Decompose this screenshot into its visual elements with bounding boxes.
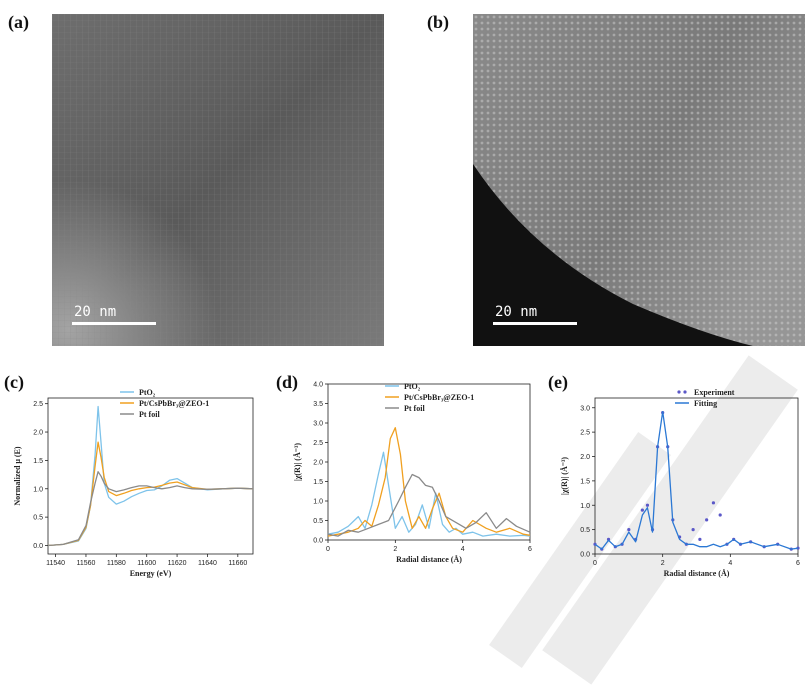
x-tick-label: 2: [393, 546, 397, 553]
experiment-point: [698, 537, 702, 541]
legend-marker: [677, 390, 681, 394]
y-tick-label: 2.0: [580, 454, 590, 461]
legend-label: Pt foil: [404, 404, 425, 413]
series-line-1: [47, 441, 254, 547]
legend-marker: [683, 390, 687, 394]
y-tick-label: 0.0: [313, 538, 323, 545]
y-tick-label: 1.0: [313, 499, 323, 506]
y-tick-label: 0.0: [580, 552, 590, 559]
series-line-1: [594, 411, 799, 550]
series-line-2: [47, 471, 254, 547]
x-tick-label: 4: [461, 546, 465, 553]
y-tick-label: 3.0: [580, 405, 590, 412]
y-tick-label: 0.0: [33, 543, 43, 550]
y-tick-label: 1.0: [580, 503, 590, 510]
panel-label-c: (c): [4, 372, 24, 392]
experiment-point: [645, 503, 650, 507]
y-tick-label: 0.5: [33, 515, 43, 522]
legend-label: Fitting: [694, 399, 717, 408]
x-tick-label: 0: [593, 560, 597, 567]
panel-label-e: (e): [548, 372, 568, 392]
y-tick-label: 2.5: [33, 401, 43, 408]
legend-label: Experiment: [694, 388, 735, 397]
y-tick-label: 2.0: [313, 460, 323, 467]
x-tick-label: 11560: [76, 560, 95, 567]
x-axis-label: Radial distance (Å): [396, 555, 462, 564]
y-tick-label: 0.5: [580, 527, 590, 534]
xanes-chart-c: 11540 11560 11580 11600 11620 11640 11660 0.0 0.…: [0, 378, 262, 578]
y-tick-label: 1.5: [313, 479, 323, 486]
panel-label-a: (a): [8, 12, 29, 32]
x-tick-label: 11620: [168, 560, 187, 567]
series-line-0: [327, 451, 531, 537]
y-tick-label: 2.5: [313, 440, 323, 447]
y-tick-label: 0.5: [313, 518, 323, 525]
x-axis-label: Radial distance (Å): [664, 569, 730, 578]
experiment-point: [705, 518, 709, 522]
scale-text-a: 20 nm: [74, 304, 117, 320]
experiment-point: [606, 537, 611, 541]
y-axis-label: Normalized μ (E): [13, 446, 22, 506]
legend-label: PtO₂: [139, 388, 156, 397]
x-tick-label: 0: [326, 546, 330, 553]
y-tick-label: 2.0: [33, 430, 43, 437]
y-axis-label: |χ(R)| (Å⁻³): [560, 457, 569, 495]
y-tick-label: 1.5: [33, 458, 43, 465]
plot-frame: [594, 397, 799, 555]
experiment-point: [627, 528, 631, 532]
legend-label: PtO₂: [404, 382, 421, 391]
x-axis-label: Energy (eV): [130, 569, 172, 578]
y-tick-label: 3.0: [313, 421, 323, 428]
scale-bar-b: [493, 322, 577, 325]
scale-text-b: 20 nm: [495, 304, 538, 320]
x-tick-label: 11660: [228, 560, 247, 567]
y-tick-label: 2.5: [580, 430, 590, 437]
experiment-point: [718, 513, 722, 517]
x-tick-label: 11600: [137, 560, 156, 567]
experiment-point: [691, 528, 695, 532]
x-tick-label: 4: [728, 560, 732, 567]
experiment-point: [711, 501, 716, 505]
y-tick-label: 1.5: [580, 478, 590, 485]
x-tick-label: 11540: [46, 560, 65, 567]
series-line-0: [47, 405, 254, 547]
legend-label: Pt foil: [139, 410, 160, 419]
exafs-fit-chart-e: 0 2 4 6 0.0 0.5 1.0 1.5 2.0 2.5 3.0 Radial distance…: [545, 378, 807, 578]
plot-frame: [47, 397, 254, 555]
legend-label: Pt/CsPbBr₃@ZEO-1: [139, 399, 209, 408]
exafs-chart-d: 0 2 4 6 0.0 0.5 1.0 1.5 2.0 2.5 3.0 3.5 4.0 Radial di…: [270, 378, 540, 578]
x-tick-label: 6: [796, 560, 800, 567]
y-tick-label: 1.0: [33, 486, 43, 493]
haadf-image-b: [473, 14, 805, 346]
y-tick-label: 4.0: [313, 382, 323, 389]
tem-image-a: [52, 14, 384, 346]
x-tick-label: 11580: [107, 560, 126, 567]
series-line-1: [327, 427, 531, 537]
series-line-2: [327, 473, 531, 537]
legend-label: Pt/CsPbBr₃@ZEO-1: [404, 393, 474, 402]
experiment-point: [640, 508, 644, 512]
y-tick-label: 3.5: [313, 401, 323, 408]
x-tick-label: 6: [528, 546, 532, 553]
scale-bar-a: [72, 322, 156, 325]
x-tick-label: 11640: [198, 560, 217, 567]
y-axis-label: |χ(R)| (Å⁻³): [293, 443, 302, 481]
panel-label-d: (d): [276, 372, 298, 392]
x-tick-label: 2: [661, 560, 665, 567]
panel-label-b: (b): [427, 12, 449, 32]
